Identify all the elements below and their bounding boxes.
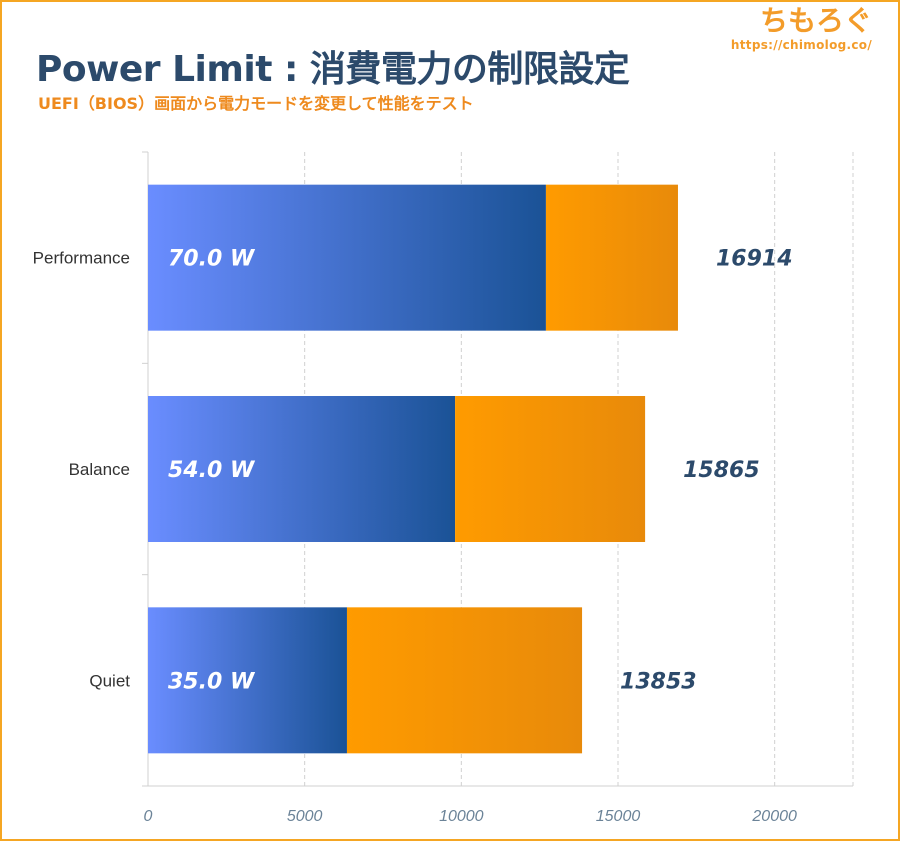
bar-segment-base — [148, 607, 347, 754]
x-tick-label: 5000 — [287, 808, 323, 825]
brand-logo: ちもろぐ https://chimolog.co/ — [731, 4, 872, 52]
bar-segment-extra — [545, 184, 678, 331]
x-tick-label: 15000 — [596, 808, 641, 825]
bar-segment-base — [148, 396, 456, 542]
brand-name: ちもろぐ — [759, 4, 872, 37]
bar-segment-extra — [455, 396, 646, 542]
power-label: 54.0 W — [168, 458, 256, 483]
chart-title: Power Limit : 消費電力の制限設定 — [36, 49, 630, 90]
category-label: Performance — [33, 249, 130, 268]
x-tick-label: 10000 — [439, 808, 484, 825]
score-label: 13853 — [620, 669, 697, 694]
chart-subtitle: UEFI（BIOS）画面から電力モードを変更して性能をテスト — [38, 94, 474, 113]
label-layer: 0 5000 10000 15000 20000 Performance 70.0 W 169… — [33, 247, 797, 825]
brand-url: https://chimolog.co/ — [730, 38, 872, 52]
score-label: 16914 — [716, 247, 793, 272]
category-label: Balance — [69, 460, 130, 479]
score-label: 15865 — [683, 458, 760, 483]
x-tick-label: 0 — [144, 808, 153, 825]
category-label: Quiet — [89, 671, 130, 690]
bar-segment-extra — [346, 607, 583, 754]
power-label: 70.0 W — [168, 247, 256, 272]
bar-segment-base — [148, 184, 546, 331]
power-label: 35.0 W — [168, 669, 256, 694]
x-tick-label: 20000 — [751, 808, 797, 825]
bar-layer — [148, 184, 678, 754]
